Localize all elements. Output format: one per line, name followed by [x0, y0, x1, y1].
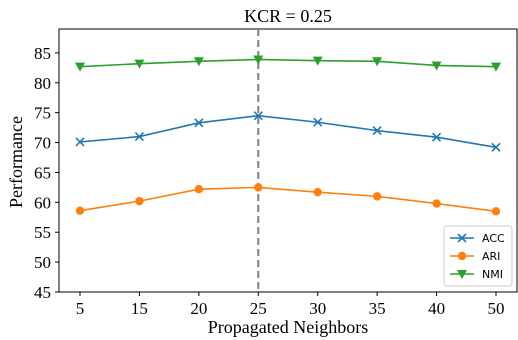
data-point-ari	[313, 187, 322, 197]
data-point-nmi	[75, 62, 85, 72]
x-axis-label: Propagated Neighbors	[208, 317, 368, 337]
data-point-acc-stroke	[432, 132, 442, 142]
chart-title: KCR = 0.25	[244, 6, 332, 26]
y-axis-label: Performance	[6, 116, 26, 208]
series-line-acc	[79, 114, 497, 149]
x-tick-label: 20	[190, 299, 207, 318]
y-tick-label: 80	[34, 74, 51, 93]
data-point-acc	[313, 117, 323, 127]
data-point-acc	[491, 142, 501, 152]
data-point-acc	[194, 118, 204, 128]
legend-marker-acc	[457, 233, 467, 243]
data-point-acc	[372, 126, 382, 136]
plot-frame	[58, 28, 518, 293]
data-point-nmi	[253, 55, 264, 65]
x-tick-label: 30	[309, 299, 326, 318]
legend-label-ari: ARI	[482, 250, 500, 263]
data-point-nmi	[491, 62, 501, 72]
y-tick-label: 50	[34, 253, 51, 272]
data-point-nmi	[134, 59, 145, 69]
data-point-nmi	[312, 56, 323, 66]
data-point-acc-stroke	[491, 142, 501, 152]
legend-marker-nmi	[457, 270, 467, 279]
data-point-acc-stroke	[134, 132, 144, 142]
data-point-acc-stroke	[372, 126, 382, 136]
legend-label-nmi: NMI	[482, 268, 503, 281]
x-tick-label: 50	[488, 299, 505, 318]
data-point-nmi	[431, 61, 442, 71]
data-point-acc-stroke	[313, 117, 323, 127]
data-point-ari	[254, 183, 263, 192]
x-tick-label: 25	[250, 299, 267, 318]
data-point-ari	[135, 196, 144, 206]
data-point-ari	[372, 192, 382, 201]
y-tick-label: 70	[34, 134, 51, 153]
data-point-acc	[432, 132, 442, 142]
legend-label-acc: ACC	[482, 232, 505, 245]
data-point-acc-stroke	[194, 118, 204, 128]
x-tick-label: 40	[428, 299, 445, 318]
data-point-acc	[75, 137, 85, 147]
x-tick-label: 35	[369, 299, 386, 318]
data-point-ari	[194, 184, 204, 194]
series-line-nmi	[79, 58, 497, 68]
data-point-acc-stroke	[75, 137, 85, 147]
y-tick-label: 85	[34, 44, 51, 63]
data-point-ari	[491, 207, 501, 216]
legend-marker-acc-stroke	[457, 233, 467, 243]
data-point-acc-stroke	[253, 111, 263, 121]
data-point-ari	[75, 206, 85, 215]
x-tick-label: 15	[131, 299, 148, 318]
y-tick-label: 75	[34, 104, 51, 123]
y-tick-label: 60	[34, 193, 51, 212]
data-point-nmi	[372, 57, 383, 67]
legend-marker-ari	[457, 251, 467, 261]
y-tick-label: 55	[34, 223, 51, 242]
y-tick-label: 45	[34, 283, 51, 302]
data-point-acc	[253, 111, 263, 121]
x-tick-label: 5	[76, 299, 85, 318]
data-point-ari	[432, 199, 441, 208]
y-tick-label: 65	[34, 163, 51, 182]
data-point-acc	[134, 132, 144, 142]
data-point-nmi	[193, 57, 204, 67]
series-line-ari	[79, 186, 497, 213]
